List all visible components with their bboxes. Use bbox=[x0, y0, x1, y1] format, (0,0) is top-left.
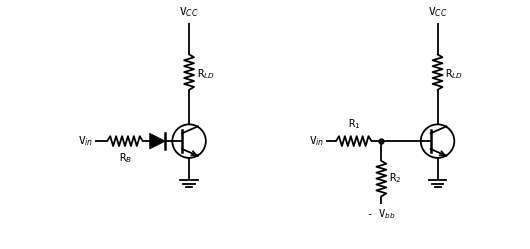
Text: R$_B$: R$_B$ bbox=[119, 151, 131, 165]
Text: R$_1$: R$_1$ bbox=[348, 118, 360, 131]
Text: - V$_{bb}$: - V$_{bb}$ bbox=[367, 207, 396, 221]
Text: V$_{CC}$: V$_{CC}$ bbox=[179, 5, 199, 19]
Text: V$_{CC}$: V$_{CC}$ bbox=[428, 5, 447, 19]
Text: R$_2$: R$_2$ bbox=[389, 172, 401, 186]
Text: V$_{in}$: V$_{in}$ bbox=[309, 134, 324, 148]
Text: R$_{LD}$: R$_{LD}$ bbox=[445, 67, 463, 81]
Polygon shape bbox=[149, 133, 165, 149]
Text: V$_{in}$: V$_{in}$ bbox=[78, 134, 93, 148]
Text: R$_{LD}$: R$_{LD}$ bbox=[197, 67, 215, 81]
